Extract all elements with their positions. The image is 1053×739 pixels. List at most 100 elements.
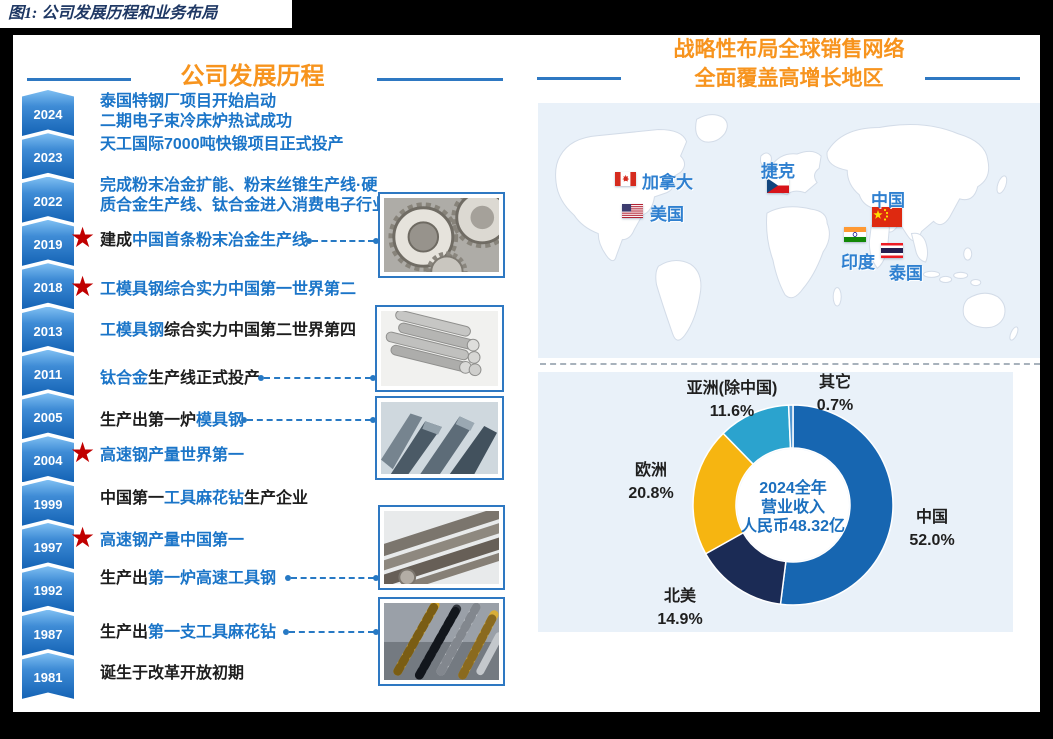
- slice-percent: 14.9%: [657, 611, 703, 628]
- donut-center-line3: 人民币48.32亿: [740, 518, 846, 535]
- milestone-text: 生产企业: [244, 490, 309, 507]
- right-title-rule-left: [537, 77, 621, 80]
- connector-dot: [373, 238, 379, 244]
- left-title-rule-right: [377, 78, 503, 81]
- timeline-milestone: 生产出第一炉模具钢: [100, 411, 244, 431]
- china-flag-icon: [872, 207, 902, 227]
- timeline-milestone: 中国第一工具麻花钻生产企业: [100, 489, 308, 509]
- twist-drill-bits-photo: [378, 597, 505, 686]
- connector-line: [312, 240, 374, 242]
- milestone-text: 工模具钢综合实力中国第一世界第二: [100, 281, 357, 298]
- donut-slice-label: 中国 52.0%: [857, 506, 1007, 552]
- donut-center-line2: 营业收入: [760, 499, 825, 516]
- donut-slice: [787, 404, 794, 449]
- left-title-rule-left: [27, 78, 131, 81]
- country-label: 中国: [871, 191, 905, 210]
- figure-caption: 图1: 公司发展历程和业务布局: [0, 0, 292, 28]
- star-icon: ★: [70, 437, 96, 468]
- timeline-milestone: 高速钢产量中国第一: [100, 531, 244, 551]
- donut-center-label: 2024全年 营业收入 人民币48.32亿: [723, 479, 863, 536]
- star-icon: ★: [70, 222, 96, 253]
- timeline-year-badge: 1992: [22, 566, 74, 613]
- timeline-year-badge: 1981: [22, 652, 74, 699]
- timeline-year-badge: 2013: [22, 306, 74, 353]
- timeline-milestone: 生产出第一炉高速工具钢: [100, 569, 276, 589]
- country-label: 加拿大: [642, 173, 693, 192]
- country-label: 印度: [841, 253, 875, 272]
- donut-slice-label: 其它 0.7%: [760, 371, 910, 417]
- titanium-round-bars-photo: [375, 305, 504, 392]
- connector-line: [289, 631, 374, 633]
- country-label: 泰国: [889, 264, 923, 283]
- high-speed-steel-bars-photo: [378, 505, 505, 590]
- milestone-text: 生产线正式投产: [148, 370, 261, 387]
- timeline-milestone: 建成中国首条粉末冶金生产线: [100, 231, 308, 251]
- connector-dot: [373, 575, 379, 581]
- timeline-year-badge: 2004: [22, 436, 74, 483]
- slice-name: 北美: [663, 588, 696, 605]
- milestone-text: 二期电子束冷床炉热试成功: [100, 113, 293, 130]
- timeline-milestone: 高速钢产量世界第一: [100, 446, 244, 466]
- milestone-text: 诞生于改革开放初期: [100, 665, 245, 682]
- timeline-milestone: 天工国际7000吨快锻项目正式投产: [100, 135, 344, 155]
- timeline-year-badge: 1997: [22, 523, 74, 569]
- milestone-text: 生产出第一炉: [100, 412, 197, 429]
- milestone-text: 中国首条粉末冶金生产线: [132, 232, 309, 249]
- donut-slice-label: 北美 14.9%: [605, 585, 755, 631]
- right-title-rule-right: [925, 77, 1020, 80]
- timeline-year-badge: 2018: [22, 263, 74, 310]
- powder-metallurgy-parts-photo: [378, 192, 505, 278]
- timeline-year-badge: 1999: [22, 479, 74, 526]
- donut-slice: [779, 404, 894, 606]
- milestone-text: 天工国际7000吨快锻项目正式投产: [100, 136, 344, 153]
- donut-slice-label: 亚洲(除中国) 11.6%: [657, 377, 807, 423]
- timeline-milestone: 泰国特钢厂项目开始启动 二期电子束冷床炉热试成功: [100, 92, 292, 132]
- right-section-title-line1: 战略性布局全球销售网络: [673, 38, 905, 61]
- timeline-milestone: 工模具钢综合实力中国第二世界第四: [100, 321, 356, 341]
- connector-dot: [370, 375, 376, 381]
- milestone-text: 完成粉末冶金扩能、粉末丝锥生产线·硬: [100, 177, 378, 194]
- milestone-text: 建成: [100, 232, 133, 249]
- slice-name: 中国: [915, 509, 948, 526]
- milestone-text: 质合金生产线、钛合金进入消费电子行业: [100, 197, 389, 214]
- connector-dot: [373, 629, 379, 635]
- timeline-year-badge: 1987: [22, 609, 74, 656]
- star-icon: ★: [70, 271, 96, 302]
- slice-name: 其它: [818, 374, 851, 391]
- milestone-text: 综合实力中国第二世界第四: [164, 322, 357, 339]
- usa-flag-icon: [622, 204, 643, 219]
- milestone-text: 钛合金: [100, 370, 149, 387]
- czech-flag-icon: [767, 178, 789, 193]
- star-icon: ★: [70, 522, 96, 553]
- connector-line: [247, 419, 371, 421]
- section-divider: [540, 363, 1040, 365]
- milestone-text: 模具钢: [196, 412, 245, 429]
- connector-line: [264, 377, 371, 379]
- donut-center-line1: 2024全年: [759, 480, 827, 497]
- revenue-donut-chart: [692, 404, 894, 606]
- milestone-text: 工具麻花钻: [164, 490, 245, 507]
- milestone-text: 生产出: [100, 570, 149, 587]
- world-map-graphic: [555, 114, 1019, 341]
- donut-slice-label: 欧洲 20.8%: [576, 459, 726, 505]
- connector-dot: [306, 238, 312, 244]
- milestone-text: 生产出: [100, 624, 149, 641]
- milestone-text: 中国第一: [100, 490, 165, 507]
- figure-caption-text: 图1: 公司发展历程和业务布局: [8, 5, 218, 22]
- connector-dot: [258, 375, 264, 381]
- thailand-flag-icon: [881, 243, 903, 258]
- timeline-year-badge: 2023: [22, 133, 74, 180]
- connector-dot: [285, 575, 291, 581]
- timeline-milestone: 工模具钢综合实力中国第一世界第二: [100, 280, 356, 300]
- milestone-text: 高速钢产量中国第一: [100, 532, 245, 549]
- right-section-title-line2: 全面覆盖高增长地区: [694, 67, 884, 90]
- connector-dot: [283, 629, 289, 635]
- milestone-text: 第一炉高速工具钢: [148, 570, 277, 587]
- slice-name: 亚洲(除中国): [686, 380, 778, 397]
- milestone-text: 泰国特钢厂项目开始启动: [100, 93, 277, 110]
- slice-percent: 52.0%: [909, 532, 955, 549]
- country-label: 美国: [650, 205, 684, 224]
- connector-line: [291, 577, 374, 579]
- milestone-text: 工模具钢: [100, 322, 165, 339]
